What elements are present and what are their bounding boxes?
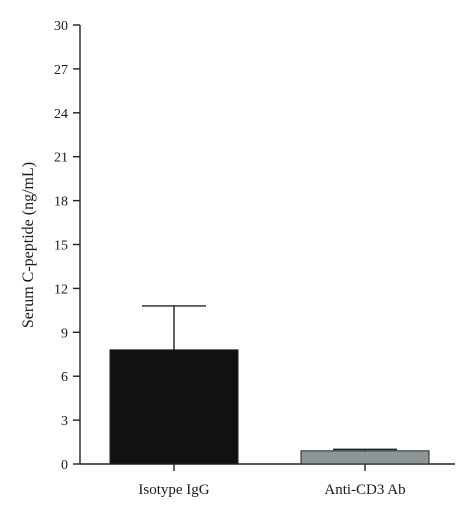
y-tick-label: 27 [54,63,68,78]
y-tick-label: 21 [54,151,68,166]
bar-2 [300,450,430,465]
y-tick-label: 12 [54,282,68,297]
y-tick-label: 9 [61,326,68,341]
bar-1 [109,349,239,465]
y-tick-label: 24 [54,107,68,122]
y-tick-label: 18 [54,195,68,210]
x-tick-label: Isotype IgG [138,482,209,498]
y-tick-label: 30 [54,19,68,34]
y-axis: 0 3 6 9 12 15 18 21 24 27 30 [54,19,81,473]
error-bars-group [142,305,397,451]
y-tick-label: 3 [61,414,68,429]
y-tick-label: 0 [61,458,68,473]
x-tick-label: Anti-CD3 Ab [324,482,405,498]
y-axis-title: Serum C-peptide (ng/mL) [20,162,37,328]
x-axis: Isotype IgG Anti-CD3 Ab [80,463,455,498]
y-tick-label: 6 [61,370,68,385]
y-tick-label: 15 [54,239,68,254]
bars-group [109,349,430,465]
